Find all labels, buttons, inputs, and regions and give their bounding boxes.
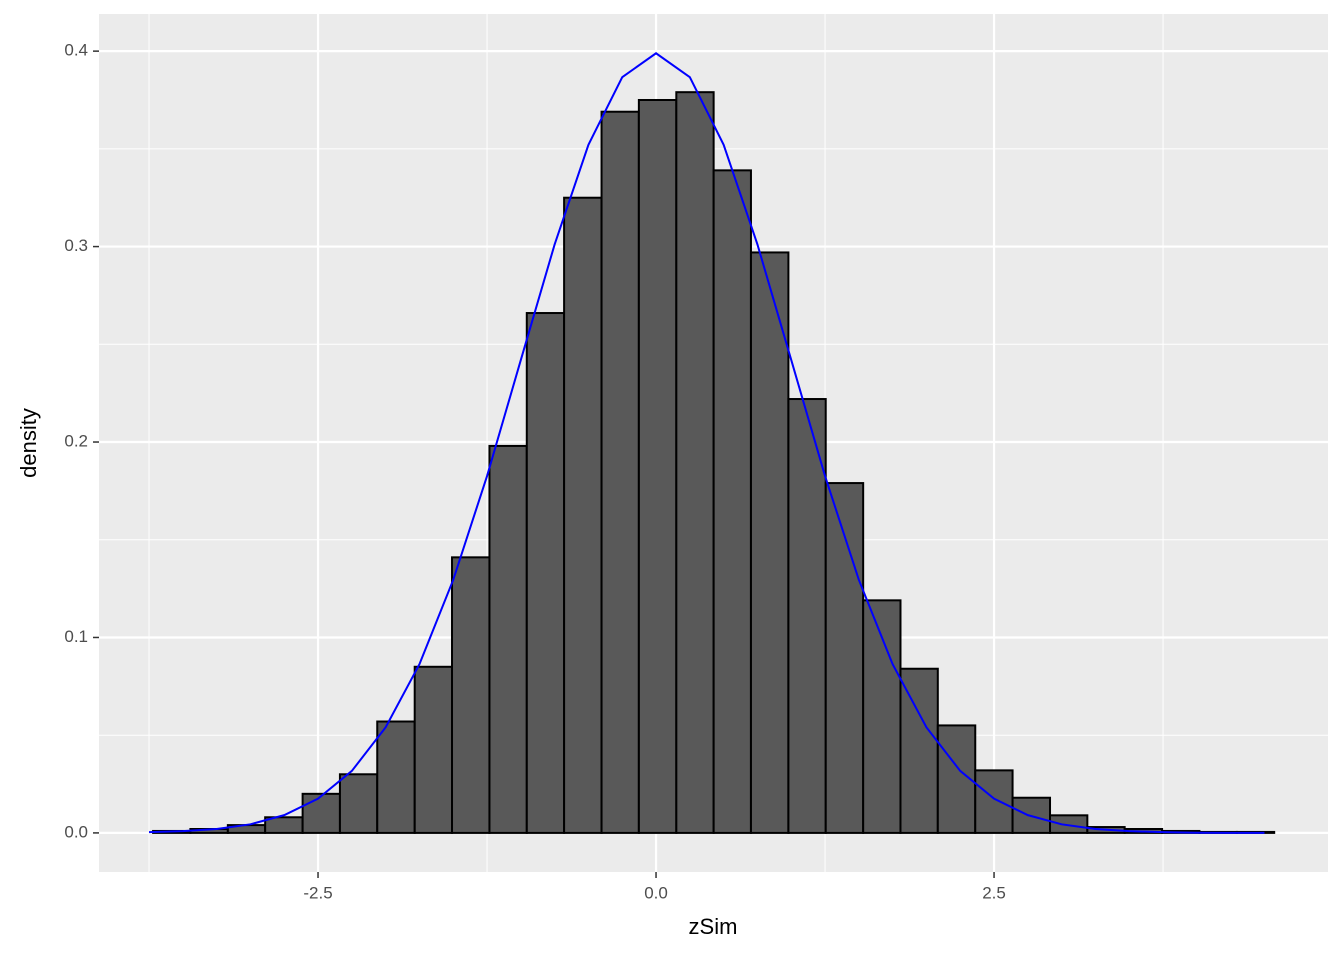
y-tick-label: 0.1 xyxy=(64,627,88,646)
bar xyxy=(899,667,939,834)
y-tick-label: 0.4 xyxy=(64,41,88,60)
bar xyxy=(712,169,752,834)
bar xyxy=(600,110,640,834)
y-tick-label: 0.3 xyxy=(64,236,88,255)
bar xyxy=(787,398,827,834)
x-axis-title: zSim xyxy=(689,914,738,939)
bar xyxy=(338,773,379,834)
bar xyxy=(637,98,678,834)
bar xyxy=(451,556,491,834)
bar xyxy=(488,444,528,834)
x-tick-label: 0.0 xyxy=(644,883,668,902)
x-tick-label: -2.5 xyxy=(303,883,332,902)
bar xyxy=(675,91,715,834)
x-tick-label: 2.5 xyxy=(982,883,1006,902)
density-curve xyxy=(148,52,1265,834)
bar xyxy=(749,251,790,834)
y-tick-label: 0.0 xyxy=(64,822,88,841)
bar xyxy=(376,720,416,834)
bar xyxy=(301,792,341,834)
bar xyxy=(525,312,566,834)
bar xyxy=(413,665,454,834)
bar xyxy=(824,482,865,834)
bar xyxy=(1049,814,1089,834)
y-axis-title: density xyxy=(16,408,41,478)
y-tick-label: 0.2 xyxy=(64,432,88,451)
bar xyxy=(974,769,1014,834)
bar xyxy=(563,196,603,834)
